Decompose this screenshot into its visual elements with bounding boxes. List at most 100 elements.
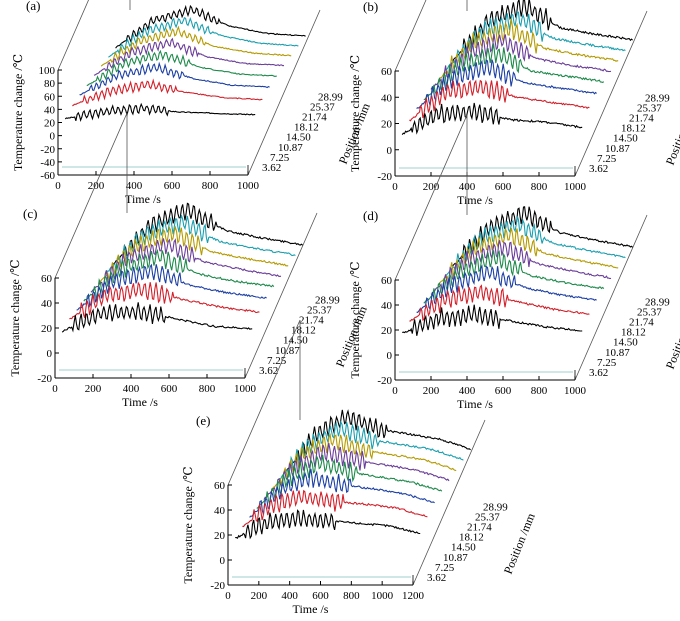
- depth-tick-label: 21.74: [299, 315, 324, 327]
- depth-tick-label: 3.62: [589, 367, 608, 379]
- series-line-10.87: [416, 59, 597, 109]
- x-tick-label: 600: [312, 590, 329, 602]
- series-line-14.50: [86, 49, 277, 87]
- y-tick-label: 40: [41, 298, 53, 310]
- depth-tick-label: 25.37: [307, 304, 332, 316]
- y-tick-label: 0: [387, 350, 393, 362]
- depth-tick-label: 10.87: [275, 345, 300, 357]
- x-tick-label: 1000: [234, 383, 257, 395]
- y-tick-label: 60: [41, 273, 53, 285]
- depth-tick-label: 25.37: [637, 102, 662, 114]
- depth-tick-label: 28.99: [645, 296, 670, 308]
- z-axis-title: Position /mm: [663, 305, 680, 371]
- x-axis-title: Time /s: [293, 602, 329, 616]
- y-tick-label: 0: [50, 131, 56, 143]
- x-tick-label: 1200: [402, 590, 425, 602]
- y-tick-label: 20: [381, 119, 393, 131]
- x-tick-label: 600: [164, 180, 181, 192]
- series-line-28.99: [452, 206, 633, 267]
- depth-tick-label: 14.50: [451, 542, 476, 554]
- y-tick-label: -60: [40, 170, 55, 182]
- series-line-3.62: [61, 302, 253, 333]
- depth-tick-label: 10.87: [605, 143, 630, 155]
- series-line-7.25: [409, 284, 590, 322]
- depth-tick-label: 28.99: [315, 294, 340, 306]
- y-tick-label: -20: [377, 171, 392, 183]
- x-tick-label: 200: [423, 385, 440, 397]
- depth-tick-label: 25.37: [637, 306, 662, 318]
- depth-tick-label: 28.99: [483, 501, 508, 513]
- depth-tick-label: 28.99: [645, 92, 670, 104]
- depth-tick-label: 10.87: [278, 142, 303, 154]
- y-tick-label: 60: [381, 275, 393, 287]
- series-line-21.74: [270, 432, 457, 491]
- depth-tick-label: 14.50: [613, 133, 638, 145]
- depth-tick-label: 7.25: [597, 153, 617, 165]
- depth-axis-line: [574, 10, 648, 177]
- frame-edge: [394, 0, 427, 72]
- depth-tick-label: 7.25: [267, 355, 287, 367]
- series-line-21.74: [437, 227, 619, 286]
- x-tick-label: 0: [392, 385, 398, 397]
- depth-tick-label: 14.50: [613, 337, 638, 349]
- x-axis-title: Time /s: [457, 397, 493, 411]
- series-line-10.87: [76, 263, 267, 311]
- depth-axis-line: [244, 212, 318, 379]
- y-axis-title: Temperature change /℃: [348, 261, 362, 378]
- y-tick-label: 40: [381, 300, 393, 312]
- depth-tick-label: 21.74: [467, 522, 492, 534]
- depth-axis-line: [247, 9, 321, 176]
- series-line-3.62: [64, 102, 256, 122]
- series-line-18.12: [263, 443, 450, 500]
- series-line-18.12: [430, 33, 612, 90]
- depth-tick-label: 7.25: [435, 562, 455, 574]
- series-line-7.25: [72, 78, 263, 107]
- series-line-7.25: [242, 489, 428, 528]
- x-tick-label: 800: [531, 181, 548, 193]
- depth-tick-label: 3.62: [589, 163, 608, 175]
- x-tick-label: 0: [392, 181, 398, 193]
- depth-tick-label: 18.12: [621, 327, 646, 339]
- x-tick-label: 800: [199, 383, 216, 395]
- x-tick-label: 1000: [564, 181, 587, 193]
- y-axis-title: Temperature change /℃: [181, 466, 195, 583]
- y-tick-label: -20: [40, 144, 55, 156]
- y-tick-label: 0: [387, 145, 393, 157]
- series-line-25.37: [444, 216, 626, 277]
- depth-tick-label: 21.74: [629, 317, 654, 329]
- depth-tick-label: 18.12: [291, 325, 316, 337]
- series-line-14.50: [83, 248, 275, 302]
- x-tick-label: 0: [225, 590, 231, 602]
- frame-edge: [227, 319, 301, 486]
- depth-tick-label: 21.74: [629, 113, 654, 125]
- x-tick-label: 600: [495, 385, 512, 397]
- panel-label: (d): [363, 208, 378, 223]
- depth-tick-label: 14.50: [286, 132, 311, 144]
- frame-edge: [57, 0, 89, 71]
- y-tick-label: 20: [381, 325, 393, 337]
- series-line-7.25: [409, 79, 590, 122]
- series-line-25.37: [104, 215, 296, 275]
- depth-axis-line: [412, 419, 486, 586]
- x-tick-label: 0: [52, 383, 58, 395]
- series-line-14.50: [256, 454, 443, 509]
- depth-tick-label: 3.62: [427, 572, 446, 584]
- series-line-25.37: [108, 16, 299, 58]
- x-tick-label: 600: [161, 383, 178, 395]
- series-line-25.37: [277, 420, 464, 481]
- y-tick-label: 0: [47, 348, 53, 360]
- x-tick-label: 800: [531, 385, 548, 397]
- y-tick-label: 20: [214, 530, 226, 542]
- series-line-21.74: [97, 225, 289, 284]
- series-line-7.25: [69, 281, 260, 320]
- frame-edge: [394, 114, 468, 281]
- y-tick-label: 80: [44, 78, 56, 90]
- x-tick-label: 200: [85, 383, 102, 395]
- depth-tick-label: 3.62: [259, 365, 278, 377]
- y-axis-title: Temperature change /℃: [11, 54, 25, 171]
- series-line-10.87: [249, 468, 435, 518]
- y-tick-label: 20: [44, 118, 56, 130]
- y-tick-label: 0: [220, 555, 226, 567]
